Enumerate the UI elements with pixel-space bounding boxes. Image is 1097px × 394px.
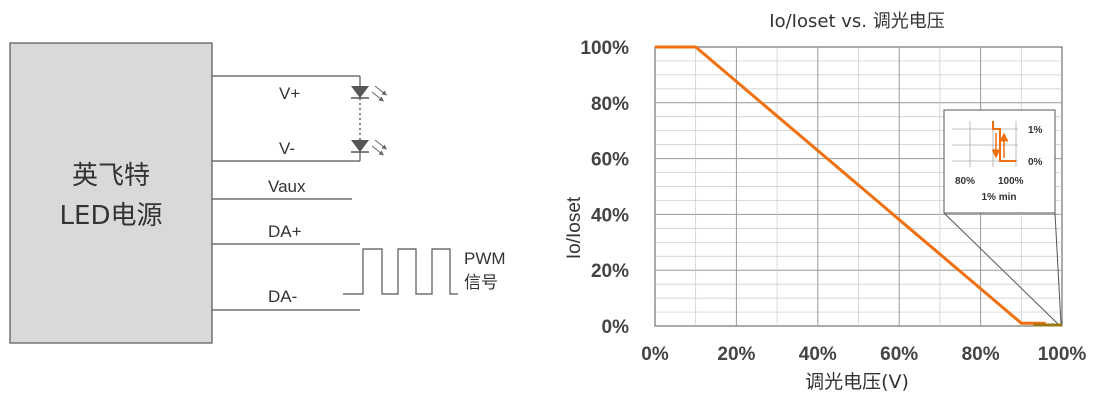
pin-label-daplus: DA+ xyxy=(268,222,302,241)
x-tick-label: 40% xyxy=(799,344,837,365)
chart: Io/Ioset vs. 调光电压 0% 20% 40% 60% 80% 100% 0% 2… xyxy=(564,11,1086,393)
pin-label-vplus: V+ xyxy=(279,84,300,103)
led-driver-box xyxy=(9,42,213,344)
pwm-label-line2: 信号 xyxy=(464,273,498,293)
pin-label-vminus: V- xyxy=(279,139,295,158)
x-tick-label: 0% xyxy=(641,344,669,365)
inset-callout: 1% 0% 80% 100% 1% min xyxy=(943,109,1062,325)
pin-label-vaux: Vaux xyxy=(268,177,306,196)
inset-x-label-100: 100% xyxy=(998,176,1024,187)
inset-caption: 1% min xyxy=(981,192,1016,203)
x-tick-label: 80% xyxy=(962,344,1000,365)
pwm-label-line1: PWM xyxy=(464,249,506,268)
y-tick-label: 60% xyxy=(591,150,629,171)
pwm-waveform xyxy=(343,248,458,295)
pin-label-daminus: DA- xyxy=(268,287,297,306)
series-line xyxy=(655,45,1046,325)
led-string xyxy=(351,76,387,161)
box-label-line2: LED电源 xyxy=(60,201,163,231)
y-tick-labels: 0% 20% 40% 60% 80% 100% xyxy=(580,38,629,338)
y-tick-label: 80% xyxy=(591,94,629,115)
y-tick-label: 100% xyxy=(580,38,629,59)
inset-y-label-1: 1% xyxy=(1028,125,1043,136)
y-tick-label: 40% xyxy=(591,205,629,226)
box-label-line1: 英飞特 xyxy=(72,161,150,191)
y-axis-label: Io/Ioset xyxy=(564,196,585,259)
x-tick-label: 100% xyxy=(1038,344,1087,365)
chart-title: Io/Ioset vs. 调光电压 xyxy=(769,11,944,32)
x-tick-label: 60% xyxy=(880,344,918,365)
series-layer xyxy=(655,45,1062,327)
x-tick-labels: 0% 20% 40% 60% 80% 100% xyxy=(641,344,1086,365)
inset-x-label-80: 80% xyxy=(955,176,975,187)
inset-y-label-0: 0% xyxy=(1028,157,1043,168)
x-axis-label: 调光电压(V) xyxy=(805,371,909,393)
wiring-diagram: 英飞特 LED电源 V+ V- Vaux DA+ DA- PW xyxy=(9,42,506,344)
led-bottom-icon xyxy=(351,140,369,152)
y-tick-label: 0% xyxy=(602,317,630,338)
inset-hysteresis-curve xyxy=(992,121,1016,162)
x-tick-label: 20% xyxy=(717,344,755,365)
led-top-icon xyxy=(351,86,369,98)
y-tick-label: 20% xyxy=(591,261,629,282)
